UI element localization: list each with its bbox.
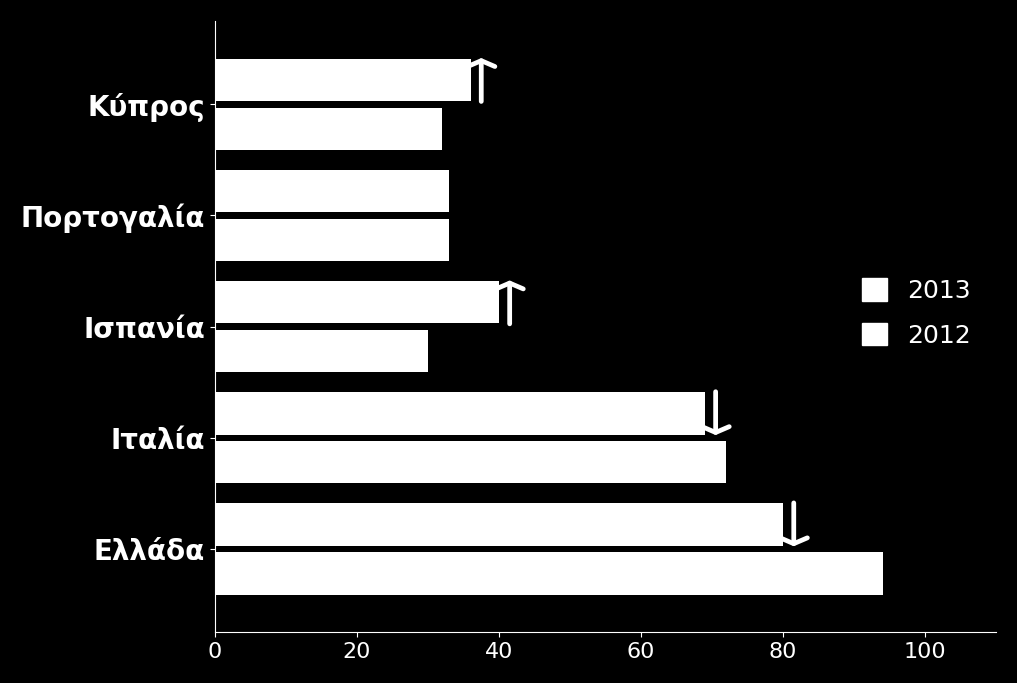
Bar: [215, 392, 705, 434]
Bar: [215, 441, 726, 484]
Bar: [215, 553, 883, 595]
Bar: [215, 107, 442, 150]
Bar: [215, 170, 450, 212]
Bar: [215, 503, 783, 546]
Bar: [215, 59, 471, 101]
Bar: [215, 219, 450, 261]
Legend: 2013, 2012: 2013, 2012: [850, 266, 983, 360]
Bar: [215, 330, 428, 372]
Bar: [215, 281, 499, 323]
